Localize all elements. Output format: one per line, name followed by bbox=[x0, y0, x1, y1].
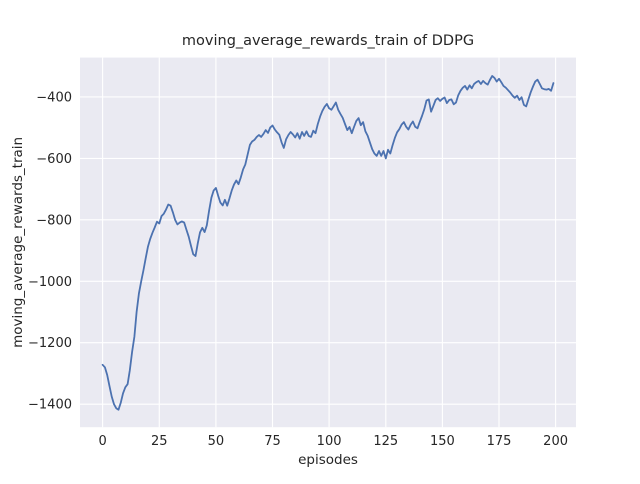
x-tick-label: 0 bbox=[98, 434, 106, 449]
y-tick-label: −1200 bbox=[28, 336, 72, 351]
plot-area-background bbox=[80, 57, 576, 428]
x-tick-label: 100 bbox=[317, 434, 342, 449]
grid-lines bbox=[80, 57, 576, 428]
y-axis-label: moving_average_rewards_train bbox=[10, 137, 26, 348]
y-tick-label: −1400 bbox=[28, 398, 72, 413]
x-axis-label: episodes bbox=[298, 452, 358, 468]
y-tick-label: −1000 bbox=[28, 275, 72, 290]
y-axis-tick-labels: −400 −600 −800 −1000 −1200 −1400 bbox=[28, 90, 72, 412]
y-tick-label: −600 bbox=[36, 152, 72, 167]
x-tick-label: 50 bbox=[208, 434, 225, 449]
x-tick-label: 200 bbox=[543, 434, 568, 449]
chart-title: moving_average_rewards_train of DDPG bbox=[182, 33, 474, 49]
ddpg-series-line bbox=[101, 75, 555, 411]
x-tick-label: 75 bbox=[264, 434, 281, 449]
x-tick-label: 125 bbox=[373, 434, 398, 449]
y-tick-label: −800 bbox=[36, 213, 72, 228]
x-tick-label: 175 bbox=[487, 434, 512, 449]
x-axis-tick-labels: 0 25 50 75 100 125 150 175 200 bbox=[98, 434, 568, 449]
x-tick-label: 25 bbox=[151, 434, 168, 449]
y-tick-label: −400 bbox=[36, 90, 72, 105]
x-tick-label: 150 bbox=[430, 434, 455, 449]
